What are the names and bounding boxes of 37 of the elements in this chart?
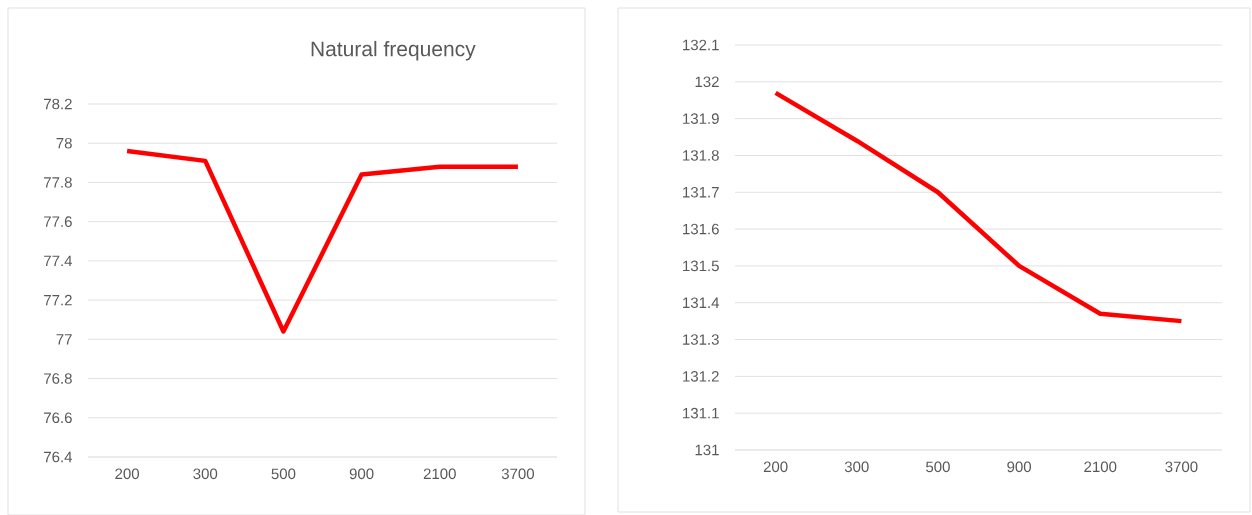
line-series (124, 148, 521, 334)
y-tick-label: 131.2 (683, 370, 719, 382)
y-tick-label: 78 (56, 137, 72, 149)
x-tick-label: 500 (926, 461, 950, 472)
y-tick-label: 77 (56, 333, 72, 345)
y-tick-label: 131.3 (683, 334, 719, 345)
y-tick-label: 132.1 (683, 39, 719, 51)
x-tick-label: 200 (115, 468, 140, 479)
x-tick-label: 300 (844, 461, 869, 472)
y-tick-label: 131.4 (683, 297, 720, 308)
x-tick-label: 900 (1007, 461, 1032, 472)
y-tick-label: 132 (695, 76, 719, 87)
y-tick-label: 77.6 (44, 216, 72, 227)
x-tick-label: 3700 (501, 468, 535, 479)
y-tick-label: 131.8 (683, 149, 719, 161)
y-tick-label: 131.5 (683, 260, 719, 272)
x-tick-label: 200 (763, 461, 788, 472)
x-tick-label: 2100 (1084, 461, 1117, 472)
y-tick-label: 78.2 (44, 98, 72, 110)
y-tick-label: 131.7 (683, 186, 719, 198)
x-tick-label: 500 (271, 468, 296, 479)
line-series (773, 90, 1184, 324)
y-tick-label: 131.6 (683, 223, 719, 235)
y-tick-label: 76.4 (44, 451, 73, 463)
y-tick-label: 131.9 (683, 113, 719, 124)
x-tick-label: 3700 (1165, 461, 1198, 472)
x-tick-label: 2100 (423, 468, 456, 479)
y-tick-label: 131.1 (683, 407, 719, 419)
x-tick-label: 900 (349, 468, 374, 479)
y-tick-label: 77.4 (44, 255, 73, 266)
x-tick-label: 300 (193, 468, 218, 479)
y-tick-label: 131 (695, 444, 719, 456)
y-tick-label: 76.6 (44, 412, 72, 423)
chart-title: Natural frequency (311, 40, 476, 61)
y-tick-label: 77.2 (44, 294, 72, 306)
y-tick-label: 77.8 (44, 176, 72, 188)
y-tick-label: 76.8 (44, 373, 72, 384)
